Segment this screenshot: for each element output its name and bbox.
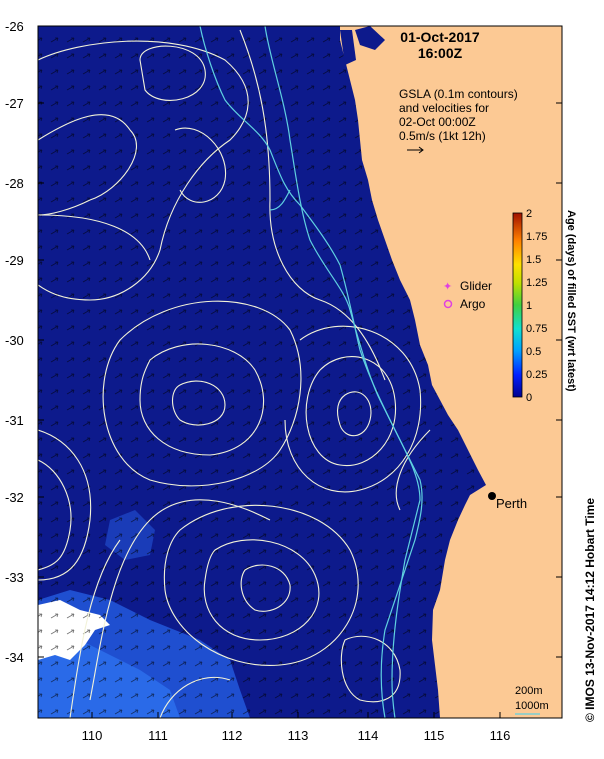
colorbar-tick: 1.25 xyxy=(526,277,547,289)
x-label: 113 xyxy=(288,728,309,743)
argo-label: Argo xyxy=(460,297,486,311)
x-label: 116 xyxy=(490,728,511,743)
y-label: -34 xyxy=(5,650,24,665)
credit-label: © IMOS 13-Nov-2017 14:12 Hobart Time xyxy=(583,498,597,722)
x-label: 114 xyxy=(358,728,379,743)
bay-inlet xyxy=(340,30,356,65)
y-label: -32 xyxy=(5,490,24,505)
y-label: -28 xyxy=(5,176,24,191)
glider-label: Glider xyxy=(460,279,492,293)
colorbar-tick: 2 xyxy=(526,208,532,220)
colorbar xyxy=(512,212,523,398)
gsla-contours xyxy=(38,29,431,718)
legend-line-1: GSLA (0.1m contours) xyxy=(399,87,518,101)
colorbar-tick: 1.5 xyxy=(526,254,541,266)
y-label: -31 xyxy=(5,413,24,428)
land-australia xyxy=(340,26,562,718)
x-label: 110 xyxy=(82,728,103,743)
legend-scale-label: 0.5m/s (1kt 12h) xyxy=(399,129,486,143)
y-label: -26 xyxy=(5,19,24,34)
perth-label: Perth xyxy=(496,496,527,511)
shark-bay-inlet xyxy=(355,26,385,50)
time-label: 16:00Z xyxy=(418,45,463,61)
y-label: -27 xyxy=(5,96,24,111)
depth-200-label: 200m xyxy=(515,685,543,697)
legend-line-2: and velocities for xyxy=(399,101,489,115)
y-label: -30 xyxy=(5,333,24,348)
isobaths xyxy=(199,26,423,718)
colorbar-tick: 0 xyxy=(526,392,532,404)
argo-marker-icon xyxy=(443,299,453,309)
colorbar-tick: 0.5 xyxy=(526,346,541,358)
depth-1000-label: 1000m xyxy=(515,700,549,712)
glider-marker-icon: ✦ xyxy=(443,281,452,293)
x-label: 115 xyxy=(424,728,445,743)
colorbar-tick: 1 xyxy=(526,300,532,312)
legend-line-3: 02-Oct 00:00Z xyxy=(399,115,476,129)
x-axis-labels: 110 111 112 113 114 115 116 xyxy=(82,728,511,743)
scale-arrow-icon xyxy=(407,146,424,154)
perth-marker-icon xyxy=(488,492,496,500)
axis-ticks xyxy=(38,25,562,718)
colorbar-title: Age (days) of filled SST (wrt latest) xyxy=(565,210,577,392)
colorbar-tick: 1.75 xyxy=(526,231,547,243)
colorbar-tick: 0.75 xyxy=(526,323,547,335)
colorbar-ticks: 2 1.75 1.5 1.25 1 0.75 0.5 0.25 0 xyxy=(526,208,547,404)
y-label: -33 xyxy=(5,570,24,585)
y-axis-labels: -26 -27 -28 -29 -30 -31 -32 -33 -34 xyxy=(5,19,24,665)
x-label: 112 xyxy=(222,728,243,743)
colorbar-tick: 0.25 xyxy=(526,369,547,381)
map-plot-area xyxy=(38,26,562,718)
plot-frame xyxy=(37,25,563,719)
date-label: 01-Oct-2017 xyxy=(400,29,480,45)
y-label: -29 xyxy=(5,253,24,268)
x-label: 111 xyxy=(148,728,168,743)
